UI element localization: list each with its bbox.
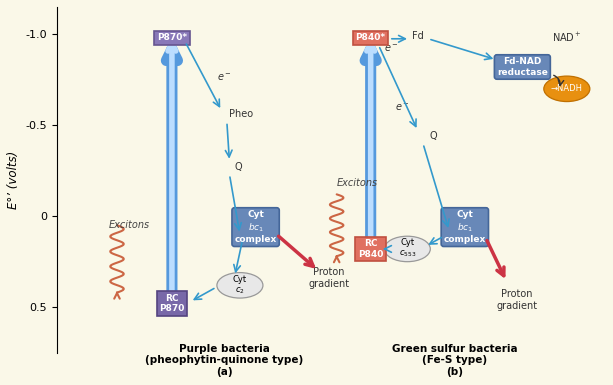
Text: Cyt
$bc_1$
complex: Cyt $bc_1$ complex (444, 210, 486, 244)
Text: RC
P840: RC P840 (358, 239, 383, 259)
Text: $e^-$: $e^-$ (384, 43, 399, 54)
Text: Pheo: Pheo (229, 109, 254, 119)
Text: Q: Q (430, 131, 437, 141)
Text: Green sulfur bacteria
(Fe-S type)
(b): Green sulfur bacteria (Fe-S type) (b) (392, 343, 517, 377)
Ellipse shape (544, 76, 590, 102)
Text: RC
P870: RC P870 (159, 294, 185, 313)
Text: Fd: Fd (412, 31, 424, 41)
Ellipse shape (217, 273, 263, 298)
Text: $e^-$: $e^-$ (395, 102, 409, 112)
Y-axis label: E°’ (volts): E°’ (volts) (7, 151, 20, 209)
Text: P870*: P870* (157, 33, 187, 42)
Text: Cyt
$c_{553}$: Cyt $c_{553}$ (398, 238, 416, 259)
Ellipse shape (384, 236, 430, 262)
Text: Fd-NAD
reductase: Fd-NAD reductase (497, 57, 548, 77)
Text: $e^-$: $e^-$ (217, 72, 232, 84)
Text: Cyt
$bc_1$
complex: Cyt $bc_1$ complex (235, 210, 276, 244)
Text: Purple bacteria
(pheophytin-quinone type)
(a): Purple bacteria (pheophytin-quinone type… (145, 343, 303, 377)
Text: Proton
gradient: Proton gradient (497, 289, 538, 311)
Text: Proton
gradient: Proton gradient (308, 267, 349, 289)
Text: →NADH: →NADH (551, 84, 583, 93)
Text: NAD$^+$: NAD$^+$ (552, 31, 582, 44)
Text: Cyt
$c_2$: Cyt $c_2$ (233, 275, 247, 296)
Text: Excitons: Excitons (337, 178, 378, 188)
Text: Excitons: Excitons (109, 220, 150, 230)
Text: Q: Q (235, 162, 242, 172)
Text: P840*: P840* (356, 33, 386, 42)
